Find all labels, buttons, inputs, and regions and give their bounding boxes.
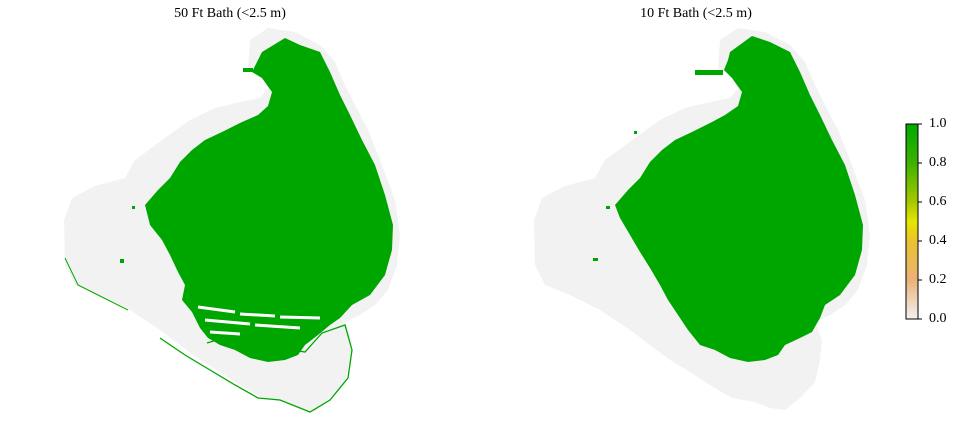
marsh-patch-10ft (634, 131, 637, 134)
marsh-patch-50ft (120, 259, 124, 263)
islet-50ft (243, 68, 253, 72)
marsh-patch-10ft-3 (606, 206, 610, 209)
legend-colorbar (905, 123, 919, 320)
white-streaks-50ft (197, 305, 321, 336)
coastline-50ft (159, 324, 353, 413)
map-panel-50ft (64, 28, 400, 413)
legend-tick-label: 0.0 (929, 311, 947, 326)
panel-title-10ft: 10 Ft Bath (<2.5 m) (640, 6, 752, 21)
legend-tick-label: 0.4 (929, 233, 947, 248)
legend-tick-label: 1.0 (929, 116, 947, 131)
legend-tick-label: 0.6 (929, 194, 947, 209)
marsh-patch-50ft-2 (132, 206, 135, 209)
legend-ticks (918, 123, 922, 320)
west-shore-50ft (64, 257, 129, 311)
islet-10ft (695, 70, 723, 75)
shallow-water-50ft (145, 38, 393, 362)
map-panel-10ft (534, 28, 870, 410)
color-legend (905, 123, 922, 320)
panel-title-50ft: 50 Ft Bath (<2.5 m) (174, 6, 286, 21)
shallow-water-10ft (615, 36, 863, 362)
marsh-patch-10ft-2 (593, 258, 598, 261)
legend-tick-label: 0.8 (929, 155, 947, 170)
legend-tick-label: 0.2 (929, 272, 947, 287)
